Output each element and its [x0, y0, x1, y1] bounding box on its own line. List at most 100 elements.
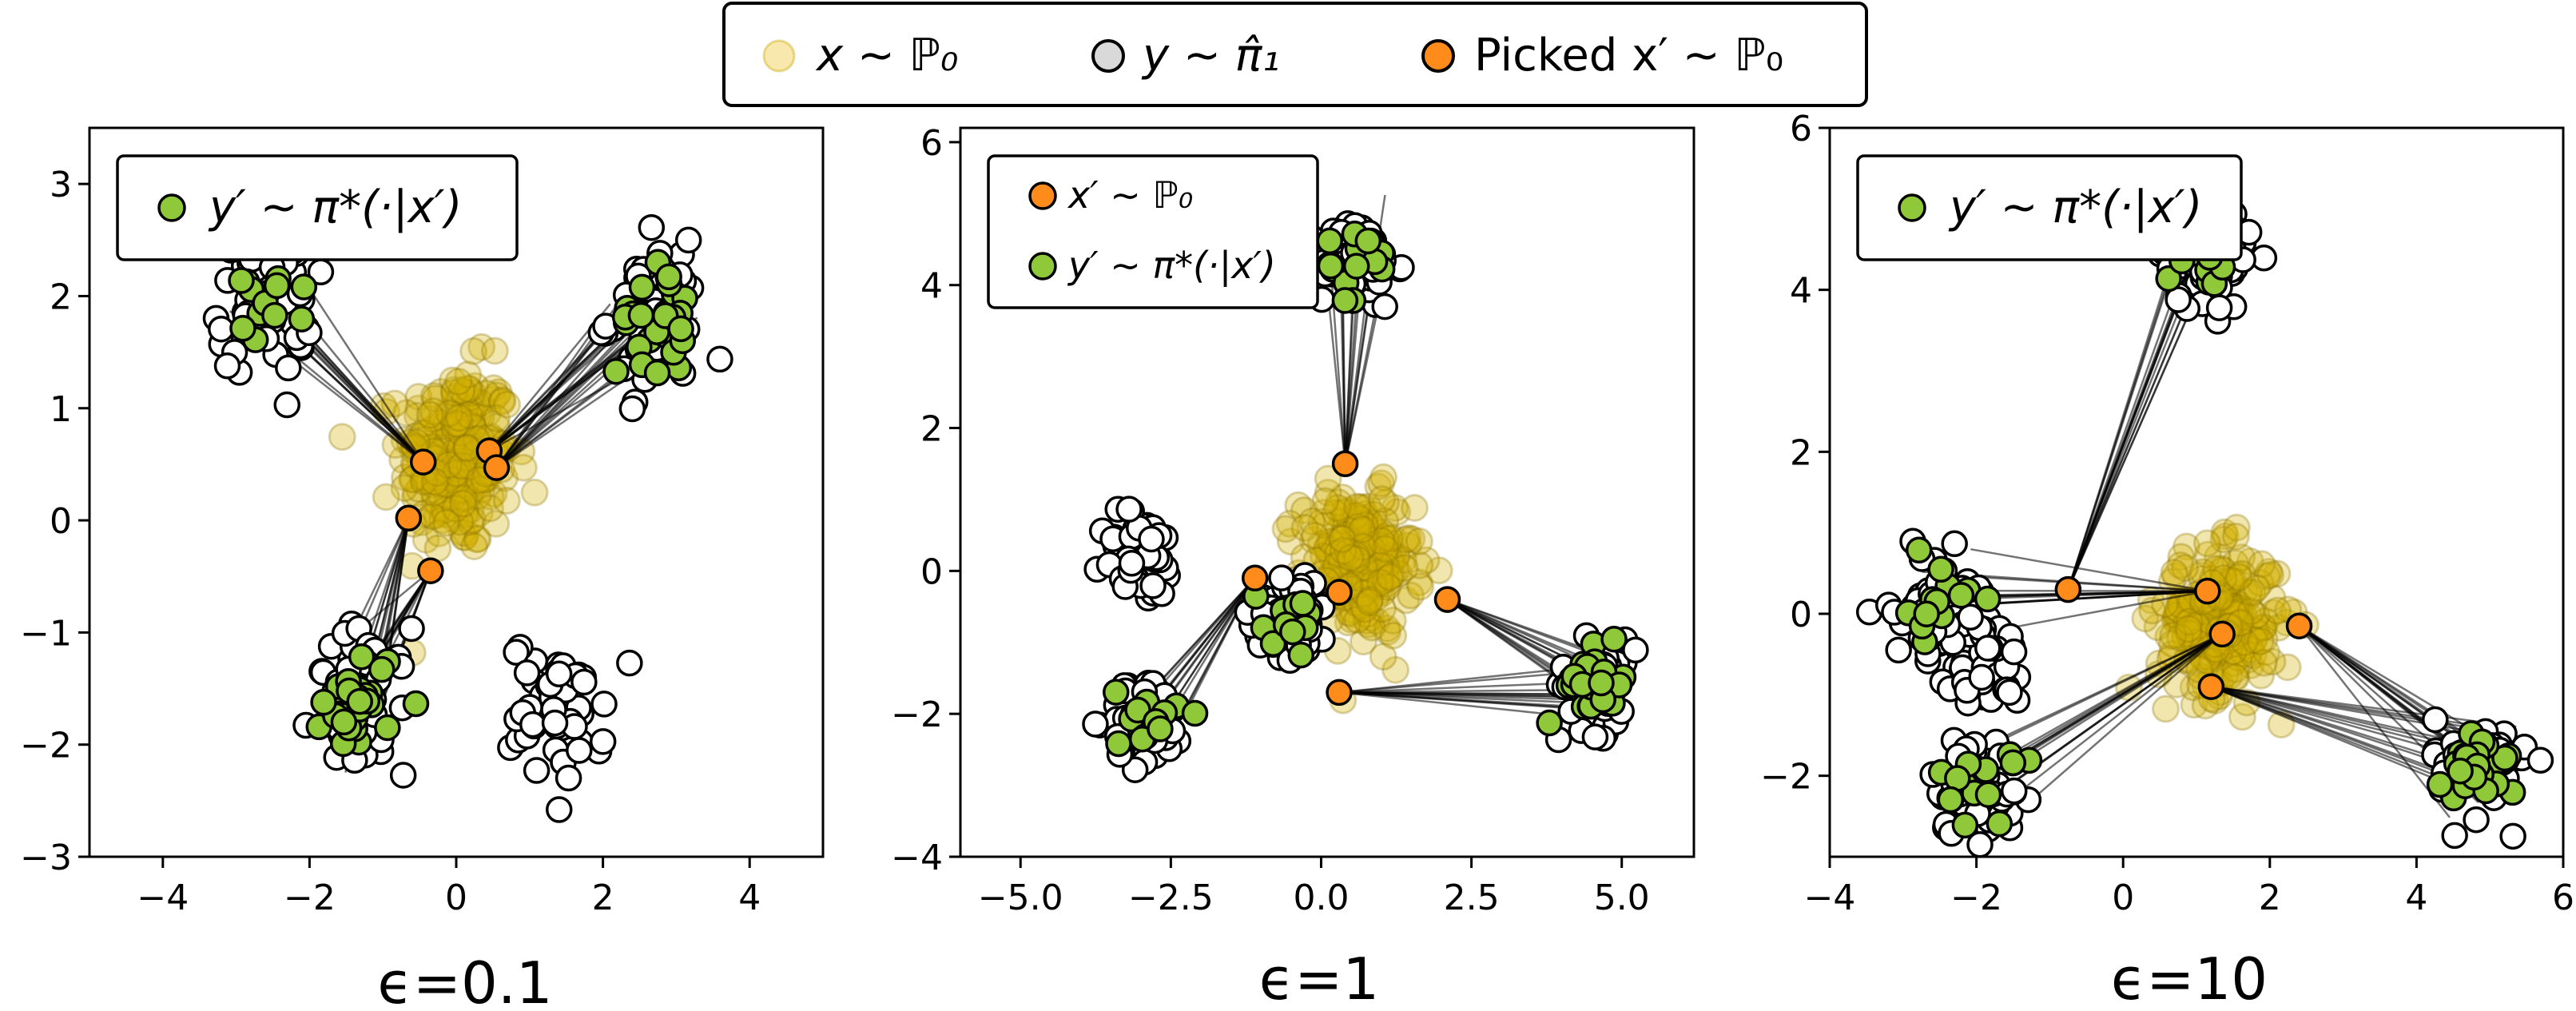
source-point	[456, 479, 485, 507]
source-point	[2175, 619, 2204, 648]
y-tick-label: 4	[1790, 271, 1812, 312]
target-point	[2526, 746, 2554, 774]
source-point	[425, 469, 454, 498]
picked-point	[2285, 612, 2313, 639]
source-point	[1358, 613, 1386, 642]
source-point	[419, 381, 448, 410]
source-point	[2165, 594, 2194, 623]
source-point	[1373, 617, 1402, 646]
source-point	[2188, 607, 2216, 635]
source-point	[2161, 602, 2190, 631]
source-point	[1354, 581, 1382, 610]
mapped-point	[1354, 227, 1382, 255]
source-point	[1311, 487, 1340, 515]
source-point	[1375, 529, 1404, 558]
source-point	[1342, 540, 1370, 569]
source-point	[2263, 596, 2292, 625]
source-point	[1352, 606, 1381, 635]
source-point	[1382, 555, 1411, 584]
source-point	[1341, 537, 1369, 566]
source-point	[1367, 469, 1396, 498]
source-point	[419, 397, 447, 426]
source-point	[1327, 525, 1356, 554]
source-point	[1333, 496, 1362, 525]
panel-legend: y′ ∼ π*(·|x′)	[1856, 154, 2243, 261]
transport-line	[2006, 633, 2223, 822]
source-point	[1354, 548, 1383, 577]
source-point	[463, 467, 491, 496]
source-point	[1377, 547, 1406, 575]
source-point	[1379, 559, 1408, 588]
source-point	[2165, 597, 2194, 626]
source-point	[2219, 648, 2248, 677]
source-point	[1368, 595, 1397, 623]
source-point	[440, 376, 469, 404]
source-point	[423, 501, 451, 530]
source-point	[447, 519, 476, 547]
source-point	[1400, 493, 1429, 522]
source-point	[2249, 648, 2278, 677]
source-point	[479, 374, 508, 403]
source-point	[439, 412, 468, 440]
picked-point	[1326, 679, 1353, 707]
source-point	[2233, 646, 2262, 675]
source-point	[463, 525, 491, 554]
source-point	[2230, 577, 2259, 606]
source-point	[440, 383, 469, 412]
picked-point	[1241, 564, 1269, 592]
source-point	[445, 443, 474, 472]
source-point	[1355, 509, 1384, 538]
panel-epsilon-label: ϵ=10	[2111, 945, 2268, 1011]
source-point	[419, 470, 448, 499]
source-point	[459, 532, 488, 561]
mapped-point	[2155, 265, 2182, 293]
source-point	[1336, 530, 1365, 559]
legend-picked-marker	[1421, 39, 1455, 73]
source-point	[427, 484, 456, 512]
source-point	[1368, 579, 1397, 607]
legend-marker	[157, 193, 186, 222]
source-point	[509, 453, 538, 482]
panel-legend: x′ ∼ ℙ₀ y′ ∼ π*(·|x′)	[987, 154, 1319, 309]
mapped-point	[1999, 749, 2027, 777]
source-point	[2221, 522, 2250, 551]
source-point	[423, 412, 451, 441]
mapped-point	[1951, 811, 1979, 839]
source-point	[372, 483, 400, 511]
source-point	[455, 410, 484, 439]
source-point	[2166, 551, 2195, 579]
target-point	[1974, 635, 2002, 662]
source-point	[390, 474, 419, 503]
source-point	[2234, 601, 2263, 630]
source-point	[1406, 572, 1435, 601]
source-point	[1323, 494, 1352, 523]
source-point	[2258, 583, 2287, 612]
source-point	[1343, 606, 1372, 635]
mapped-point	[290, 273, 318, 301]
source-point	[451, 417, 479, 446]
source-point	[2172, 532, 2200, 561]
figure-legend: x ∼ ℙ₀ y ∼ π̂₁ Picked x′ ∼ ℙ₀	[722, 2, 1868, 107]
source-point	[2210, 518, 2239, 547]
source-point	[459, 505, 487, 534]
source-point	[2252, 638, 2281, 667]
x-tick-label: 0.0	[1293, 878, 1349, 918]
source-point	[443, 387, 472, 416]
legend-marker	[1028, 181, 1057, 210]
source-point	[1334, 538, 1362, 567]
source-point	[1373, 614, 1401, 643]
source-point	[1344, 512, 1373, 541]
source-point	[1389, 546, 1417, 575]
source-point	[456, 507, 485, 536]
source-point	[2238, 578, 2267, 607]
source-point	[455, 400, 483, 429]
source-point	[438, 366, 467, 395]
mapped-point	[1927, 555, 1954, 583]
mapped-point	[1947, 582, 1975, 609]
mapped-point	[330, 708, 358, 736]
source-point	[1372, 525, 1401, 554]
target-point	[1118, 550, 1146, 577]
mapped-point	[1102, 679, 1130, 706]
source-point	[433, 483, 462, 511]
mapped-point	[1317, 252, 1345, 280]
